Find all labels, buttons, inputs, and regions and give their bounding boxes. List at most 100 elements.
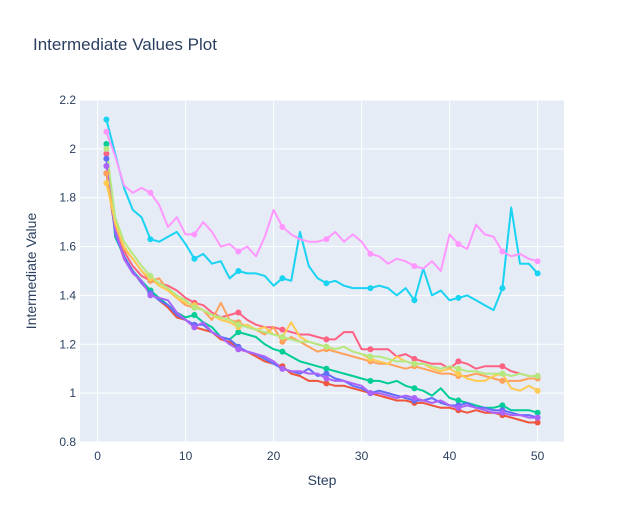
data-point xyxy=(103,150,110,157)
data-point xyxy=(367,250,374,257)
data-point xyxy=(411,360,418,367)
data-point xyxy=(103,170,110,177)
y-tick-label: 1.2 xyxy=(59,337,76,351)
x-tick-label: 40 xyxy=(443,449,457,463)
x-tick-label: 50 xyxy=(531,449,545,463)
data-point xyxy=(534,373,541,379)
y-tick-label: 1.6 xyxy=(59,240,76,254)
data-point xyxy=(323,280,330,287)
y-tick-label: 1.8 xyxy=(59,191,76,205)
data-point xyxy=(191,324,198,331)
data-point xyxy=(279,224,286,230)
data-point xyxy=(323,336,330,343)
data-point xyxy=(323,343,330,350)
series-line-trial-lime xyxy=(105,148,538,377)
series-line-trial-coral xyxy=(105,153,538,377)
data-point xyxy=(455,370,462,377)
series-line-trial-cyan xyxy=(105,119,539,312)
data-point xyxy=(279,334,286,340)
series-line-trial-red xyxy=(105,173,538,424)
data-point xyxy=(279,326,286,333)
x-axis-label: Step xyxy=(308,472,337,488)
y-tick-label: 2.2 xyxy=(59,93,76,107)
data-point xyxy=(411,263,418,270)
series-line-trial-blue xyxy=(105,158,538,419)
data-point xyxy=(323,370,330,377)
series-line-trial-pink xyxy=(105,131,538,272)
chart-title: Intermediate Values Plot xyxy=(33,35,217,54)
data-point xyxy=(191,304,198,311)
x-tick-label: 0 xyxy=(94,449,101,463)
data-point xyxy=(534,419,541,426)
data-point xyxy=(235,346,242,353)
y-tick-label: 2 xyxy=(69,142,76,156)
data-point xyxy=(534,414,541,421)
data-point xyxy=(235,309,242,316)
data-point xyxy=(499,248,506,255)
data-point xyxy=(499,377,506,384)
data-point xyxy=(147,236,154,243)
data-point xyxy=(235,321,242,328)
x-tick-label: 10 xyxy=(179,449,193,463)
y-tick-label: 1.4 xyxy=(59,288,76,302)
data-point xyxy=(235,329,242,336)
series-lines xyxy=(105,119,539,424)
data-point xyxy=(455,241,462,248)
data-point xyxy=(147,189,154,196)
data-point xyxy=(235,248,242,255)
data-point xyxy=(499,409,506,416)
data-point xyxy=(499,285,506,292)
data-point xyxy=(103,155,110,162)
data-point xyxy=(103,145,110,152)
data-point xyxy=(279,338,286,345)
data-point xyxy=(499,363,506,370)
data-point xyxy=(499,402,506,409)
data-point xyxy=(103,180,110,187)
data-point xyxy=(367,377,374,384)
data-point xyxy=(411,297,418,304)
data-point xyxy=(323,375,330,382)
data-point xyxy=(534,270,541,277)
data-point xyxy=(191,312,198,318)
data-point xyxy=(191,255,198,262)
data-point xyxy=(367,353,374,360)
data-point xyxy=(191,231,198,238)
data-point xyxy=(534,409,541,416)
data-point xyxy=(323,380,330,387)
x-tick-labels: 0 10 20 30 40 50 xyxy=(94,449,544,463)
plot-background xyxy=(80,100,564,442)
data-point xyxy=(411,355,418,362)
data-point xyxy=(455,358,462,365)
y-tick-label: 0.8 xyxy=(59,435,76,449)
data-point xyxy=(455,294,462,301)
data-point xyxy=(279,275,286,282)
data-point xyxy=(103,128,110,135)
data-point xyxy=(411,385,418,392)
data-point xyxy=(279,348,286,355)
data-point xyxy=(367,390,374,397)
data-point xyxy=(411,395,418,401)
data-point xyxy=(534,258,541,265)
data-point xyxy=(499,370,506,377)
data-point xyxy=(367,285,374,292)
x-tick-label: 30 xyxy=(355,449,369,463)
x-tick-label: 20 xyxy=(267,449,281,463)
data-point xyxy=(147,272,154,279)
data-point xyxy=(103,141,110,147)
data-point xyxy=(367,346,374,353)
data-point xyxy=(279,365,286,372)
data-point xyxy=(534,387,541,394)
data-point xyxy=(103,163,110,169)
data-point xyxy=(455,404,462,411)
data-point xyxy=(103,116,110,123)
data-point xyxy=(323,365,330,372)
data-point xyxy=(323,236,330,243)
series-line-trial-purple xyxy=(105,165,538,419)
y-tick-label: 1 xyxy=(69,386,76,400)
y-tick-labels: 0.8 1 1.2 1.4 1.6 1.8 2 2.2 xyxy=(59,93,76,449)
y-axis-label: Intermediate Value xyxy=(23,213,39,330)
series-markers xyxy=(103,116,541,426)
data-point xyxy=(455,397,462,404)
